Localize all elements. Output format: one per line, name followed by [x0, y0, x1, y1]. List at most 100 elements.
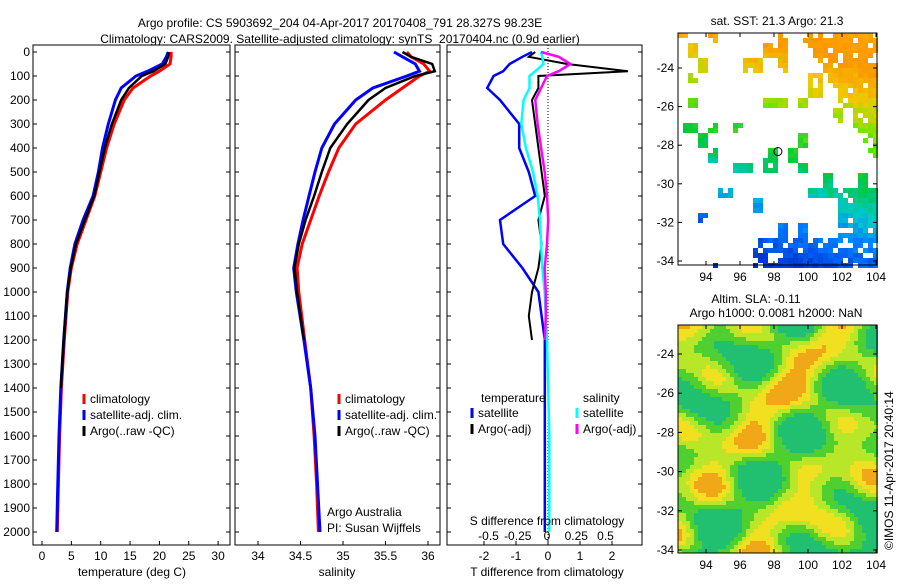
- sla-cell: [870, 473, 874, 477]
- sla-cell: [782, 437, 786, 441]
- sla-cell: [734, 325, 738, 329]
- sla-cell: [714, 345, 718, 349]
- sst-cell: [693, 53, 698, 58]
- sla-cell: [754, 353, 758, 357]
- sla-cell: [746, 489, 750, 493]
- sla-cell: [726, 357, 730, 361]
- sla-cell: [814, 341, 818, 345]
- sla-cell: [706, 333, 710, 337]
- sla-cell: [678, 393, 682, 397]
- sla-cell: [870, 333, 874, 337]
- sla-cell: [738, 389, 742, 393]
- sla-cell: [862, 365, 866, 369]
- sla-cell: [862, 333, 866, 337]
- sla-cell: [814, 485, 818, 489]
- sla-cell: [786, 429, 790, 433]
- sla-cell: [714, 465, 718, 469]
- sla-cell: [770, 517, 774, 521]
- sla-cell: [758, 377, 762, 381]
- sla-cell: [706, 517, 710, 521]
- sla-cell: [790, 449, 794, 453]
- sla-cell: [698, 505, 702, 509]
- sla-cell: [750, 341, 754, 345]
- sla-cell: [850, 341, 854, 345]
- sla-cell: [682, 485, 686, 489]
- sst-cell: [813, 43, 818, 48]
- sst-cell: [758, 243, 763, 248]
- sst-cell: [693, 98, 698, 103]
- sst-cell: [798, 238, 803, 243]
- sla-cell: [826, 441, 830, 445]
- sla-cell: [778, 469, 782, 473]
- sla-cell: [806, 541, 810, 545]
- sla-cell: [838, 349, 842, 353]
- sla-cell: [694, 537, 698, 541]
- sst-cell: [773, 103, 778, 108]
- sla-cell: [802, 373, 806, 377]
- sla-cell: [718, 489, 722, 493]
- sla-cell: [866, 497, 870, 501]
- sla-cell: [846, 329, 850, 333]
- sla-cell: [754, 325, 758, 329]
- sla-cell: [838, 401, 842, 405]
- plot-frame: [446, 44, 643, 546]
- sla-cell: [766, 481, 770, 485]
- sst-cell: [693, 123, 698, 128]
- sla-cell: [698, 529, 702, 533]
- sla-cell: [798, 449, 802, 453]
- sla-cell: [862, 425, 866, 429]
- salinity-line-1: [292, 50, 422, 533]
- sst-cell: [858, 108, 863, 113]
- sla-cell: [814, 421, 818, 425]
- sla-cell: [678, 501, 682, 505]
- sla-cell: [830, 469, 834, 473]
- sst-cell: [688, 48, 693, 53]
- sla-cell: [802, 429, 806, 433]
- sla-cell: [778, 405, 782, 409]
- sla-cell: [830, 377, 834, 381]
- sst-cell: [768, 43, 773, 48]
- sla-cell: [706, 349, 710, 353]
- sla-cell: [802, 353, 806, 357]
- sla-cell: [778, 341, 782, 345]
- sla-cell: [722, 381, 726, 385]
- sla-cell: [846, 405, 850, 409]
- sla-cell: [862, 397, 866, 401]
- sla-cell: [818, 393, 822, 397]
- sla-cell: [814, 465, 818, 469]
- sla-cell: [766, 337, 770, 341]
- sla-cell: [758, 457, 762, 461]
- sla-cell: [714, 525, 718, 529]
- sst-cell: [733, 128, 738, 133]
- sla-cell: [742, 373, 746, 377]
- sla-cell: [766, 353, 770, 357]
- sst-cell: [813, 238, 818, 243]
- sla-cell: [794, 337, 798, 341]
- sla-cell: [830, 545, 834, 549]
- sst-cell: [858, 223, 863, 228]
- sla-cell: [822, 457, 826, 461]
- sla-cell: [790, 381, 794, 385]
- sst-cell: [828, 78, 833, 83]
- sla-cell: [838, 393, 842, 397]
- sla-cell: [690, 389, 694, 393]
- sla-cell: [750, 345, 754, 349]
- sla-cell: [822, 389, 826, 393]
- sla-cell: [874, 485, 878, 489]
- sla-cell: [858, 389, 862, 393]
- sla-cell: [778, 337, 782, 341]
- sla-cell: [834, 385, 838, 389]
- sst-cell: [838, 48, 843, 53]
- sla-cell: [774, 337, 778, 341]
- sla-cell: [730, 417, 734, 421]
- sla-cell: [730, 373, 734, 377]
- sla-cell: [738, 461, 742, 465]
- sla-cell: [710, 329, 714, 333]
- sla-cell: [710, 409, 714, 413]
- sla-cell: [870, 361, 874, 365]
- sla-cell: [762, 369, 766, 373]
- sla-cell: [786, 357, 790, 361]
- sla-cell: [790, 361, 794, 365]
- sla-cell: [834, 433, 838, 437]
- sla-cell: [702, 381, 706, 385]
